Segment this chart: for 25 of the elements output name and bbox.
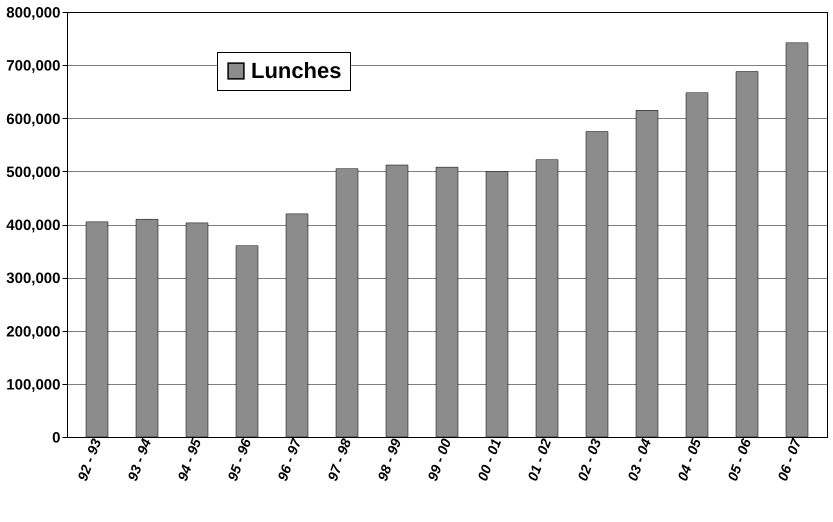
legend-label: Lunches <box>251 58 342 83</box>
y-tick-label: 500,000 <box>6 164 60 181</box>
x-tick-label: 92 - 93 <box>74 436 104 483</box>
x-tick-label: 03 - 04 <box>624 436 654 483</box>
x-tick-label: 95 - 96 <box>224 436 254 483</box>
y-tick-label: 100,000 <box>6 376 60 394</box>
y-tick-label: 400,000 <box>6 217 60 234</box>
x-tick-label: 94 - 95 <box>174 436 204 483</box>
y-tick-label: 700,000 <box>6 58 60 75</box>
x-tick-label: 97 - 98 <box>324 436 354 483</box>
x-tick-label: 02 - 03 <box>574 436 604 483</box>
x-tick-label: 05 - 06 <box>724 436 754 483</box>
x-tick-label: 98 - 99 <box>374 436 404 483</box>
x-tick-label: 96 - 97 <box>274 435 304 483</box>
y-tick-label: 0 <box>52 430 60 446</box>
x-tick-label: 93 - 94 <box>124 436 154 483</box>
x-tick-label: 00 - 01 <box>474 436 504 483</box>
x-tick-label: 01 - 02 <box>524 436 554 483</box>
y-tick-label: 600,000 <box>6 110 60 128</box>
y-tick-label: 300,000 <box>6 270 60 288</box>
x-tick-label: 99 - 00 <box>424 436 454 483</box>
y-tick-label: 800,000 <box>6 4 60 22</box>
y-tick-label: 200,000 <box>6 323 60 340</box>
x-tick-label: 06 - 07 <box>774 435 804 483</box>
x-tick-label: 04 - 05 <box>674 436 704 483</box>
